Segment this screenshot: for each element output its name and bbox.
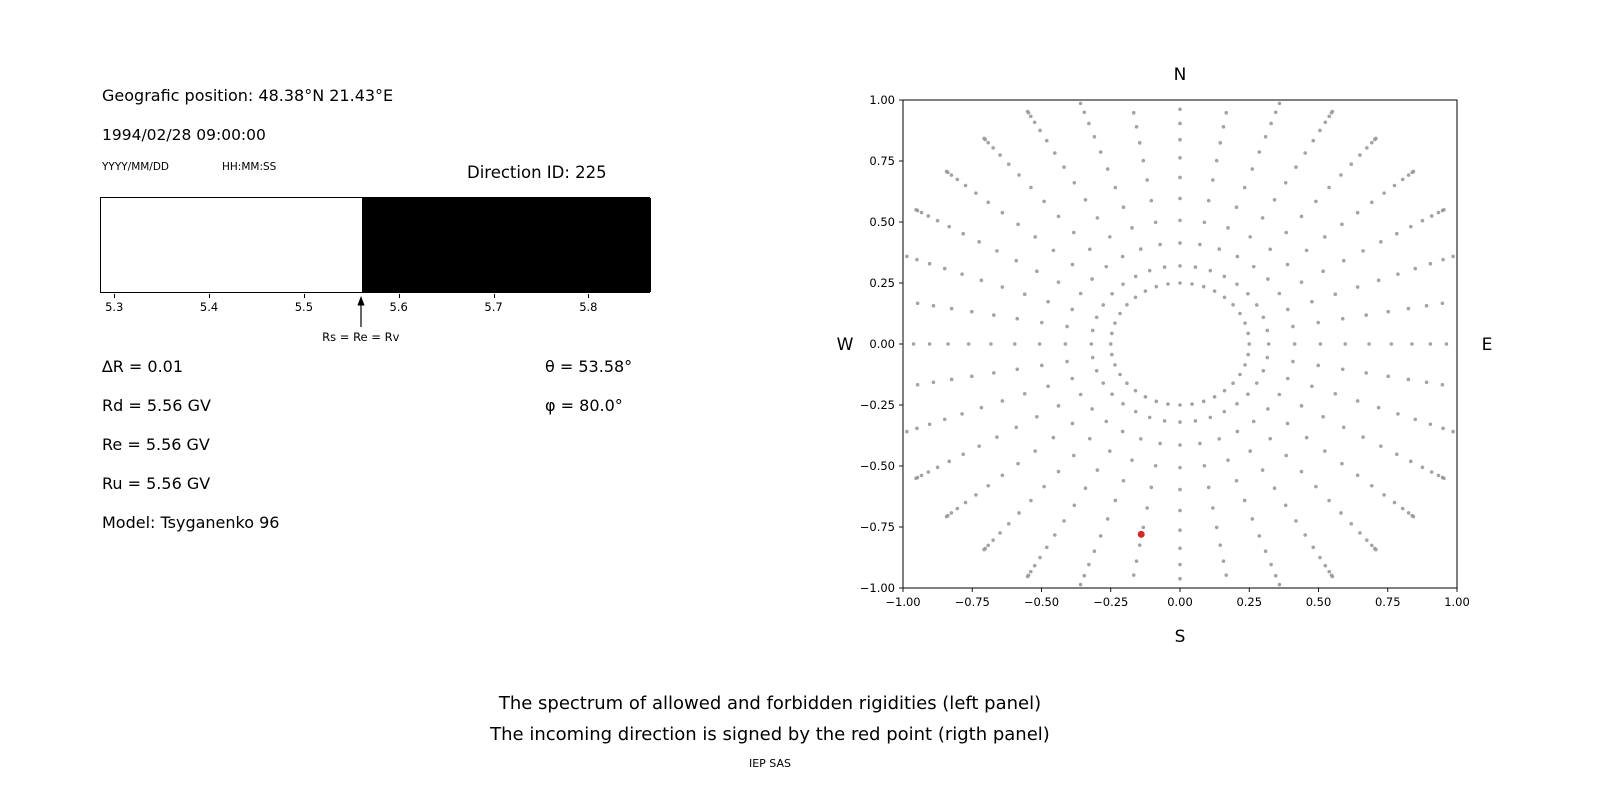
spectrum-tick-label: 5.4 xyxy=(199,300,219,314)
spectrum-tick-label: 5.8 xyxy=(579,300,598,314)
y-tick-label: 0.00 xyxy=(869,337,895,351)
spectrum-tick-label: 5.5 xyxy=(294,300,314,314)
x-tick-label: −0.75 xyxy=(955,595,990,609)
figure-caption: The spectrum of allowed and forbidden ri… xyxy=(0,688,1540,770)
x-tick-label: 1.00 xyxy=(1444,595,1470,609)
compass-west-label: W xyxy=(837,335,854,355)
x-tick-label: 0.00 xyxy=(1167,595,1193,609)
spectrum-x-axis: 5.3 5.4 5.5 5.6 5.7 5.8 xyxy=(100,294,650,316)
direction-plot: −1.00 −0.75 −0.50 −0.25 0.00 0.25 0.50 0.75 1.00… xyxy=(837,65,1493,647)
delta-r-text: ∆R = 0.01 xyxy=(102,357,184,376)
y-tick-label: 0.75 xyxy=(869,154,895,168)
rigidity-arrow-marker xyxy=(354,296,368,328)
credit-text: IEP SAS xyxy=(748,757,792,770)
direction-id-text: Direction ID: 225 xyxy=(467,163,607,182)
axis-ticks: −1.00 −0.75 −0.50 −0.25 0.00 0.25 0.50 0.75 1.00… xyxy=(860,93,1470,609)
time-format-label: HH:MM:SS xyxy=(222,161,277,173)
gray-direction-dots xyxy=(905,101,1455,587)
y-tick-label: −1.00 xyxy=(860,581,895,595)
spectrum-tick-label: 5.6 xyxy=(389,300,408,314)
re-text: Re = 5.56 GV xyxy=(102,435,210,454)
x-tick-label: −1.00 xyxy=(885,595,920,609)
x-tick-label: 0.75 xyxy=(1375,595,1401,609)
compass-east-label: E xyxy=(1482,335,1493,355)
datetime-text: 1994/02/28 09:00:00 xyxy=(102,126,266,144)
y-tick-label: 1.00 xyxy=(869,93,895,107)
red-incoming-direction-point xyxy=(1137,530,1145,538)
x-tick-label: 0.25 xyxy=(1236,595,1262,609)
forbidden-region xyxy=(361,198,651,292)
theta-text: θ = 53.58° xyxy=(545,357,633,376)
compass-south-label: S xyxy=(1175,627,1186,647)
x-tick-label: 0.50 xyxy=(1306,595,1332,609)
up-arrow-icon xyxy=(357,296,365,327)
ru-text: Ru = 5.56 GV xyxy=(102,474,211,493)
x-tick-label: −0.50 xyxy=(1024,595,1059,609)
spectrum-tick-mark xyxy=(493,294,495,298)
y-tick-label: −0.25 xyxy=(860,398,895,412)
y-tick-label: −0.50 xyxy=(860,459,895,473)
spectrum-tick-label: 5.7 xyxy=(484,300,503,314)
date-format-label: YYYY/MM/DD xyxy=(102,161,170,173)
rd-text: Rd = 5.56 GV xyxy=(102,396,211,415)
spectrum-tick-mark xyxy=(588,294,590,298)
geo-position-text: Geografic position: 48.38°N 21.43°E xyxy=(102,86,394,105)
model-text: Model: Tsyganenko 96 xyxy=(102,513,280,532)
spectrum-tick-label: 5.3 xyxy=(105,300,124,314)
y-tick-label: 0.25 xyxy=(869,276,895,290)
compass-north-label: N xyxy=(1174,65,1187,85)
caption-line-1: The spectrum of allowed and forbidden ri… xyxy=(498,693,1042,714)
y-tick-label: −0.75 xyxy=(860,520,895,534)
rigidity-spectrum-plot xyxy=(100,197,651,293)
spectrum-tick-mark xyxy=(209,294,211,298)
spectrum-tick-mark xyxy=(303,294,305,298)
phi-text: φ = 80.0° xyxy=(545,396,623,415)
y-tick-label: 0.50 xyxy=(869,215,895,229)
arrow-label: Rs = Re = Rv xyxy=(322,330,400,344)
x-tick-label: −0.25 xyxy=(1093,595,1128,609)
spectrum-tick-mark xyxy=(398,294,400,298)
plot-frame xyxy=(902,99,1458,589)
caption-line-2: The incoming direction is signed by the … xyxy=(490,724,1050,745)
spectrum-tick-mark xyxy=(114,294,116,298)
